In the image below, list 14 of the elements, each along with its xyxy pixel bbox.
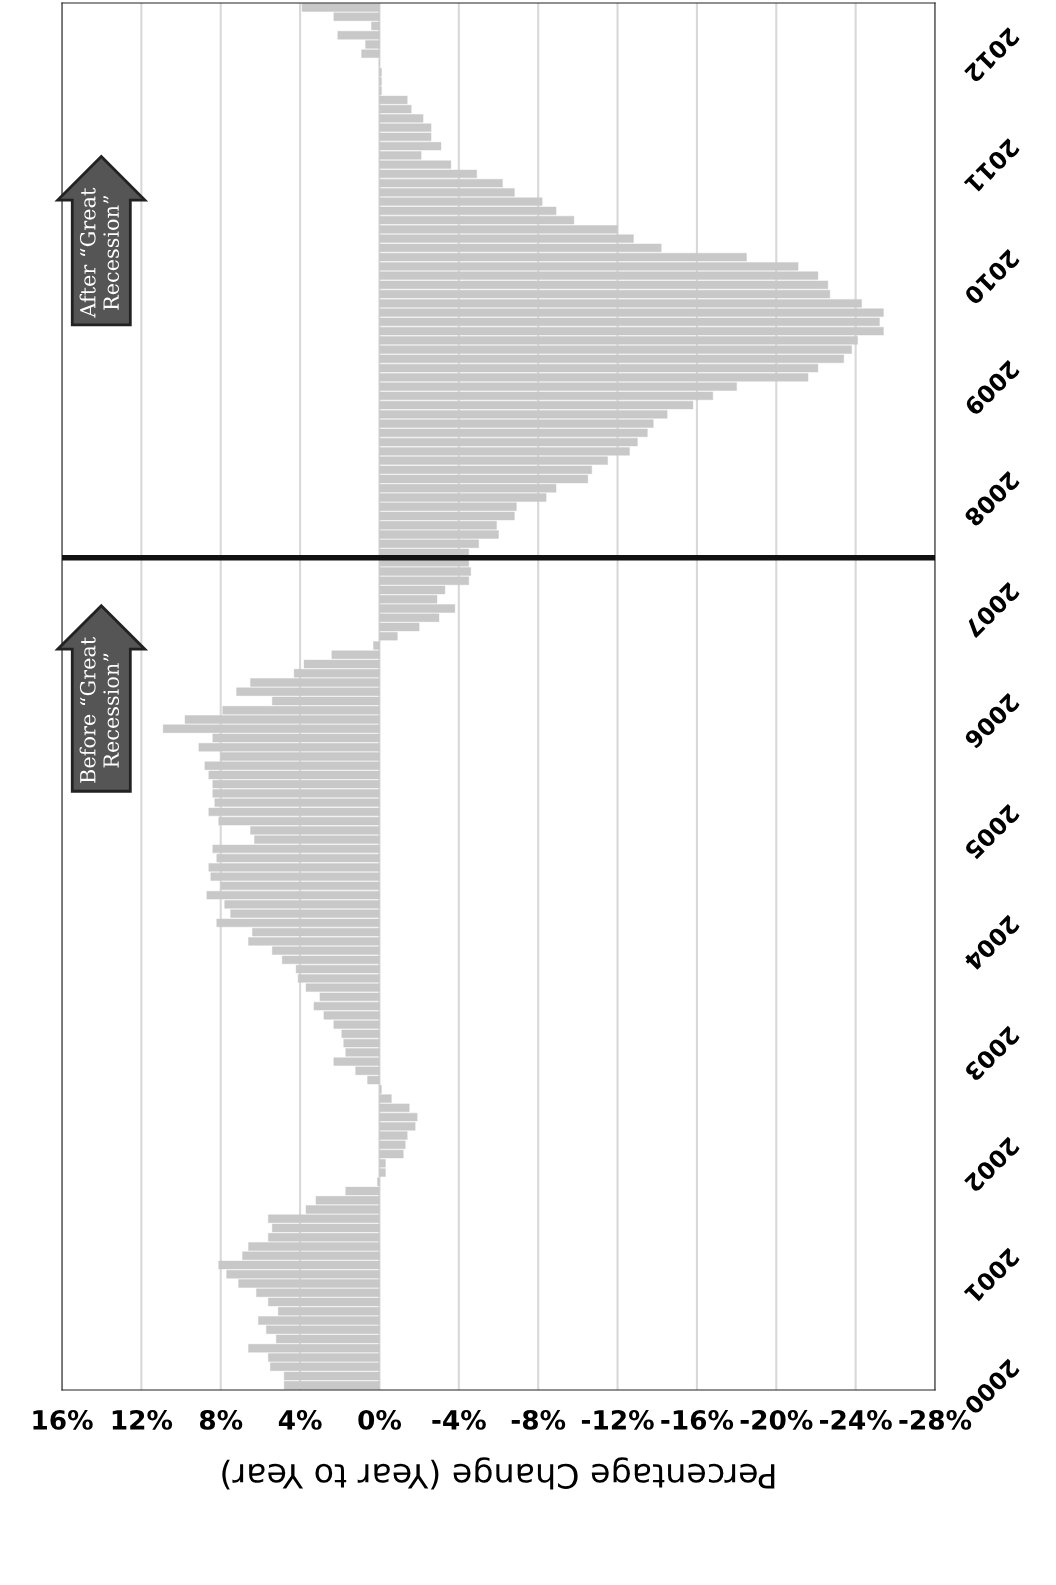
x-tick-label: 4% bbox=[278, 1409, 322, 1430]
x-tick-label: 8% bbox=[199, 1409, 243, 1430]
x-tick-label: 0% bbox=[358, 1409, 402, 1430]
x-tick-label: 12% bbox=[112, 1409, 173, 1430]
x-tick-label: -8% bbox=[511, 1409, 566, 1430]
x-tick-label: -16% bbox=[661, 1409, 734, 1430]
x-tick-label: -20% bbox=[740, 1409, 813, 1430]
x-tick-label: -4% bbox=[432, 1409, 486, 1430]
annotation: After “Great Recession” bbox=[79, 187, 119, 318]
annotation: Before “Great Recession” bbox=[79, 636, 119, 783]
x-tick-label: -24% bbox=[820, 1409, 892, 1430]
x-tick-label: 16% bbox=[33, 1409, 93, 1430]
x-tick-label: -12% bbox=[581, 1409, 654, 1430]
x-axis-title: Percentage Change (Year to Year) bbox=[222, 1457, 775, 1490]
